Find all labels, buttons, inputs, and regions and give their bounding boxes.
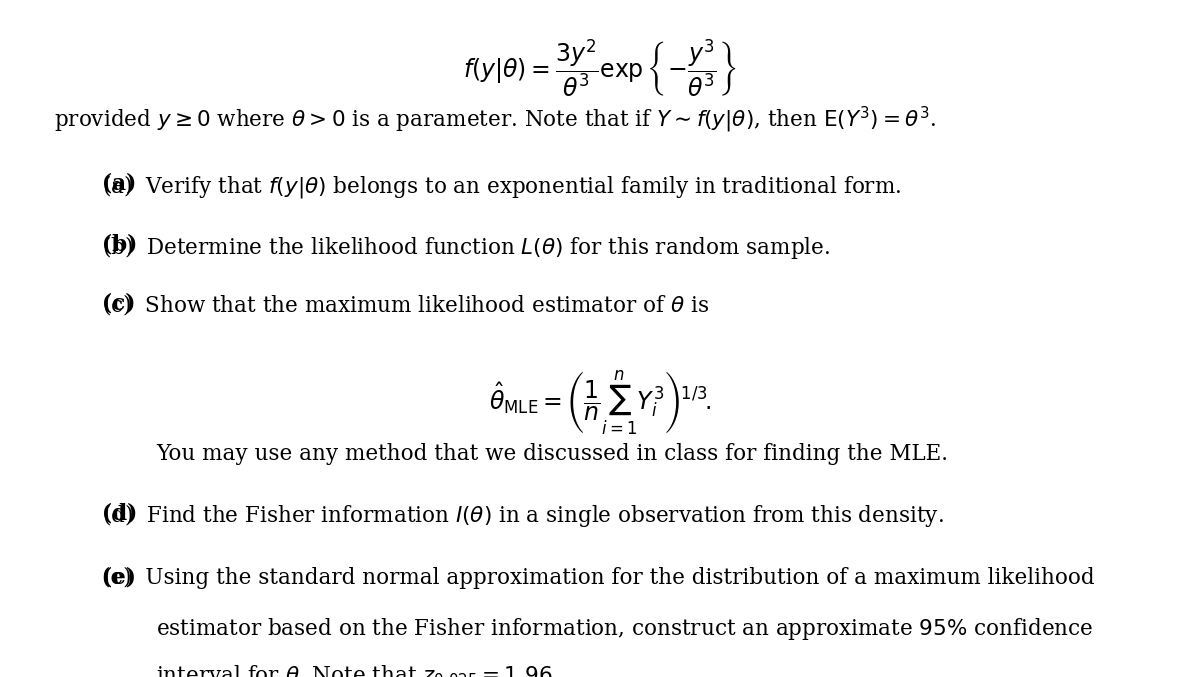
Text: (e)  Using the standard normal approximation for the distribution of a maximum l: (e) Using the standard normal approximat…	[102, 567, 1094, 589]
Text: You may use any method that we discussed in class for finding the MLE.: You may use any method that we discussed…	[156, 443, 948, 465]
Text: (d): (d)	[102, 502, 137, 524]
Text: estimator based on the Fisher information, construct an approximate $95\%$ confi: estimator based on the Fisher informatio…	[156, 616, 1093, 642]
Text: interval for $\theta$. Note that $z_{0.025} = 1.96$.: interval for $\theta$. Note that $z_{0.0…	[156, 663, 558, 677]
Text: (a)  Verify that $f(y|\theta)$ belongs to an exponential family in traditional f: (a) Verify that $f(y|\theta)$ belongs to…	[102, 173, 901, 200]
Text: (c)  Show that the maximum likelihood estimator of $\theta$ is: (c) Show that the maximum likelihood est…	[102, 292, 709, 318]
Text: (b): (b)	[102, 234, 137, 255]
Text: (a): (a)	[102, 173, 137, 194]
Text: $f(y|\theta) = \dfrac{3y^2}{\theta^3} \exp\left\{-\dfrac{y^3}{\theta^3}\right\}$: $f(y|\theta) = \dfrac{3y^2}{\theta^3} \e…	[463, 37, 737, 100]
Text: (e): (e)	[102, 567, 136, 588]
Text: (b)  Determine the likelihood function $L(\theta)$ for this random sample.: (b) Determine the likelihood function $L…	[102, 234, 830, 261]
Text: (c): (c)	[102, 292, 136, 314]
Text: provided $y \geq 0$ where $\theta > 0$ is a parameter. Note that if $Y \sim f(y|: provided $y \geq 0$ where $\theta > 0$ i…	[54, 105, 936, 135]
Text: (d)  Find the Fisher information $I(\theta)$ in a single observation from this d: (d) Find the Fisher information $I(\thet…	[102, 502, 943, 529]
Text: $\hat{\theta}_{\mathrm{MLE}} = \left(\dfrac{1}{n}\sum_{i=1}^{n} Y_i^3\right)^{1/: $\hat{\theta}_{\mathrm{MLE}} = \left(\df…	[488, 369, 712, 437]
